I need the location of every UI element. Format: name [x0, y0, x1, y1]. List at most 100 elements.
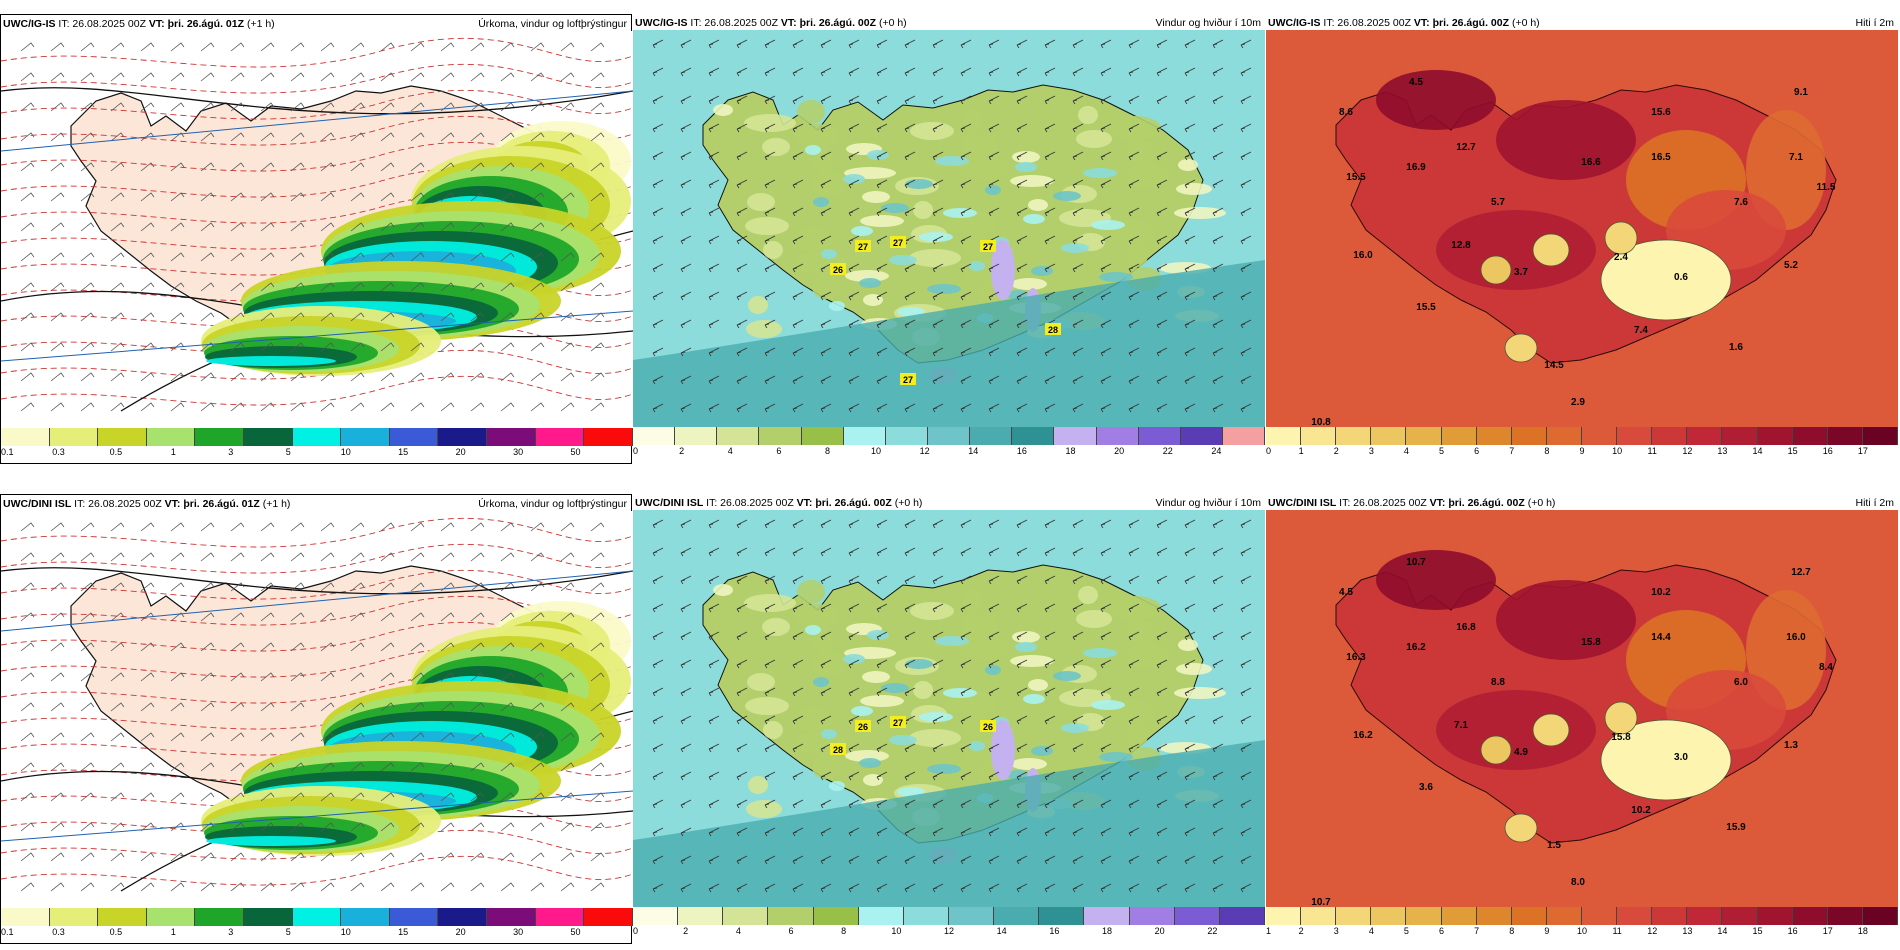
wind-barb: [410, 732, 425, 742]
colorbar-swatch: [535, 428, 585, 446]
colorbar-swatch: [292, 908, 342, 926]
wind-arrow: [1128, 771, 1140, 781]
wind-speed-patch: [1178, 159, 1198, 171]
wind-arrow: [904, 67, 916, 77]
wind-speed-patch: [943, 208, 977, 218]
wind-arrow: [1128, 687, 1140, 697]
colorbar-tick: 5: [285, 927, 291, 937]
wind-barb: [200, 282, 215, 292]
wind-arrow: [820, 375, 832, 385]
map-area[interactable]: [1, 511, 633, 908]
colorbar-tick: 7: [1509, 446, 1515, 456]
wind-arrow: [736, 151, 748, 161]
wind-arrow: [932, 631, 944, 641]
wind-barb: [260, 522, 275, 532]
wind-barb: [530, 102, 545, 112]
wind-arrow: [848, 799, 860, 809]
wind-barb: [140, 852, 155, 862]
wind-barb: [320, 792, 335, 802]
temperature-value: 15.5: [1346, 172, 1366, 183]
colorbar: [633, 427, 1266, 445]
wind-barb: [350, 42, 365, 52]
wind-arrow: [1044, 375, 1056, 385]
wind-speed-patch: [796, 707, 832, 731]
wind-speed-patch: [1076, 130, 1112, 148]
wind-barb: [260, 672, 275, 682]
wind-arrow: [1100, 883, 1112, 893]
wind-speed-patch: [909, 249, 961, 267]
wind-arrow: [1072, 659, 1084, 669]
wind-arrow: [680, 659, 692, 669]
wind-barb: [320, 402, 335, 412]
wind-speed-patch: [860, 215, 904, 227]
wind-arrow: [680, 179, 692, 189]
wind-barb: [260, 102, 275, 112]
temperature-zone: [1436, 690, 1596, 770]
gust-label-box: [1045, 323, 1061, 335]
wind-arrow: [764, 235, 776, 245]
wind-arrow: [932, 855, 944, 865]
wind-arrow: [820, 291, 832, 301]
wind-arrow: [988, 659, 1000, 669]
wind-barb: [110, 132, 125, 142]
wind-arrow: [708, 603, 720, 613]
wind-barb: [590, 882, 605, 892]
wind-arrow: [988, 799, 1000, 809]
wind-arrow: [1072, 123, 1084, 133]
colorbar-swatch: [1687, 907, 1723, 925]
wind-arrow: [764, 319, 776, 329]
wind-arrow: [680, 67, 692, 77]
map-area[interactable]: 26 27 28 26: [633, 510, 1265, 907]
wind-arrow: [680, 855, 692, 865]
wind-barb: [470, 282, 485, 292]
wind-barb: [110, 252, 125, 262]
wind-barb: [380, 222, 395, 232]
colorbar-tick: 22: [1207, 926, 1218, 936]
wind-speed-patch: [963, 108, 983, 132]
field-title: Vindur og hviður í 10m: [1155, 497, 1261, 509]
weather-map: 4.58.612.715.69.116.9 16.6 16.5 7.115.55.7 7…: [1266, 30, 1898, 427]
wind-barb: [560, 642, 575, 652]
wind-arrow: [1016, 291, 1028, 301]
wind-arrow: [792, 855, 804, 865]
wind-arrow: [988, 123, 1000, 133]
wind-arrow: [736, 603, 748, 613]
wind-barb: [20, 762, 35, 772]
wind-arrow: [904, 319, 916, 329]
colorbar-tick: 12: [1682, 446, 1693, 456]
wind-barb: [380, 852, 395, 862]
wind-arrow: [848, 403, 860, 413]
colorbar-swatch: [1174, 907, 1220, 925]
wind-barb: [110, 312, 125, 322]
wind-barb: [440, 552, 455, 562]
wind-arrow: [1128, 39, 1140, 49]
wind-arrow: [848, 347, 860, 357]
map-area[interactable]: 27 27 26 27 28 27: [633, 30, 1265, 427]
wind-barb: [140, 222, 155, 232]
wind-arrow: [652, 547, 664, 557]
wind-arrow: [932, 687, 944, 697]
colorbar-swatch: [1476, 907, 1512, 925]
wind-arrow: [1212, 855, 1224, 865]
wind-arrow: [876, 151, 888, 161]
map-area[interactable]: 10.7 4.5 16.8 10.2 12.7 16.2 15.8 14.4 16.0 16.3 8…: [1266, 510, 1898, 907]
wind-arrow: [1044, 883, 1056, 893]
wind-arrow: [1240, 799, 1252, 809]
wind-barb: [110, 72, 125, 82]
wind-speed-patch: [796, 227, 832, 251]
colorbar-swatch: [801, 427, 844, 445]
wind-barb: [80, 552, 95, 562]
wind-barb: [380, 582, 395, 592]
map-area[interactable]: 4.5 8.6 12.7 15.6 9.1 16.9 16.6 16.5 7.1 15.5 5.7 7…: [1266, 30, 1898, 427]
wind-arrow: [764, 151, 776, 161]
wind-barb: [500, 822, 515, 832]
wind-arrow: [820, 827, 832, 837]
gust-label-box: [900, 373, 916, 385]
wind-arrow: [1072, 575, 1084, 585]
wind-speed-patch: [1031, 746, 1053, 756]
wind-barb: [410, 552, 425, 562]
wind-arrow: [960, 39, 972, 49]
wind-speed-patch: [1091, 700, 1125, 710]
map-area[interactable]: [1, 31, 633, 428]
wind-arrow: [792, 151, 804, 161]
